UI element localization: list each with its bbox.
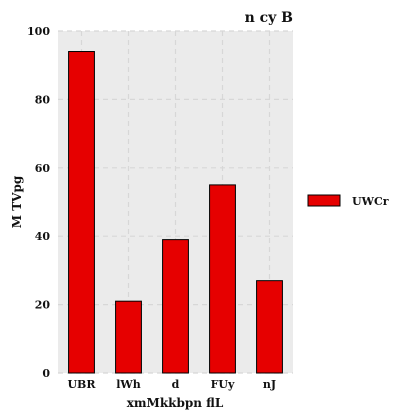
x-tick-label: UBR — [67, 378, 96, 391]
y-tick-label: 40 — [35, 230, 51, 243]
legend: UWCr — [308, 195, 389, 208]
x-tick-label: nJ — [263, 378, 276, 391]
bar — [116, 301, 142, 373]
bar — [257, 281, 283, 373]
y-tick-label: 80 — [35, 93, 51, 106]
bar — [210, 185, 236, 373]
x-axis-label: xmMkkbpn flL — [127, 396, 224, 410]
x-tick-label: d — [172, 378, 180, 391]
chart-title: n cy B — [245, 10, 294, 26]
y-tick-label: 100 — [27, 25, 50, 38]
legend-swatch — [308, 195, 340, 206]
bar — [69, 52, 95, 373]
legend-label: UWCr — [352, 195, 389, 208]
y-axis-label: M TVpg — [10, 175, 24, 228]
bar — [163, 240, 189, 373]
y-tick-label: 20 — [35, 299, 51, 312]
x-tick-label: FUy — [211, 378, 235, 391]
y-tick-label: 60 — [35, 162, 51, 175]
y-tick-label: 0 — [42, 367, 50, 380]
x-tick-label: lWh — [116, 378, 141, 391]
